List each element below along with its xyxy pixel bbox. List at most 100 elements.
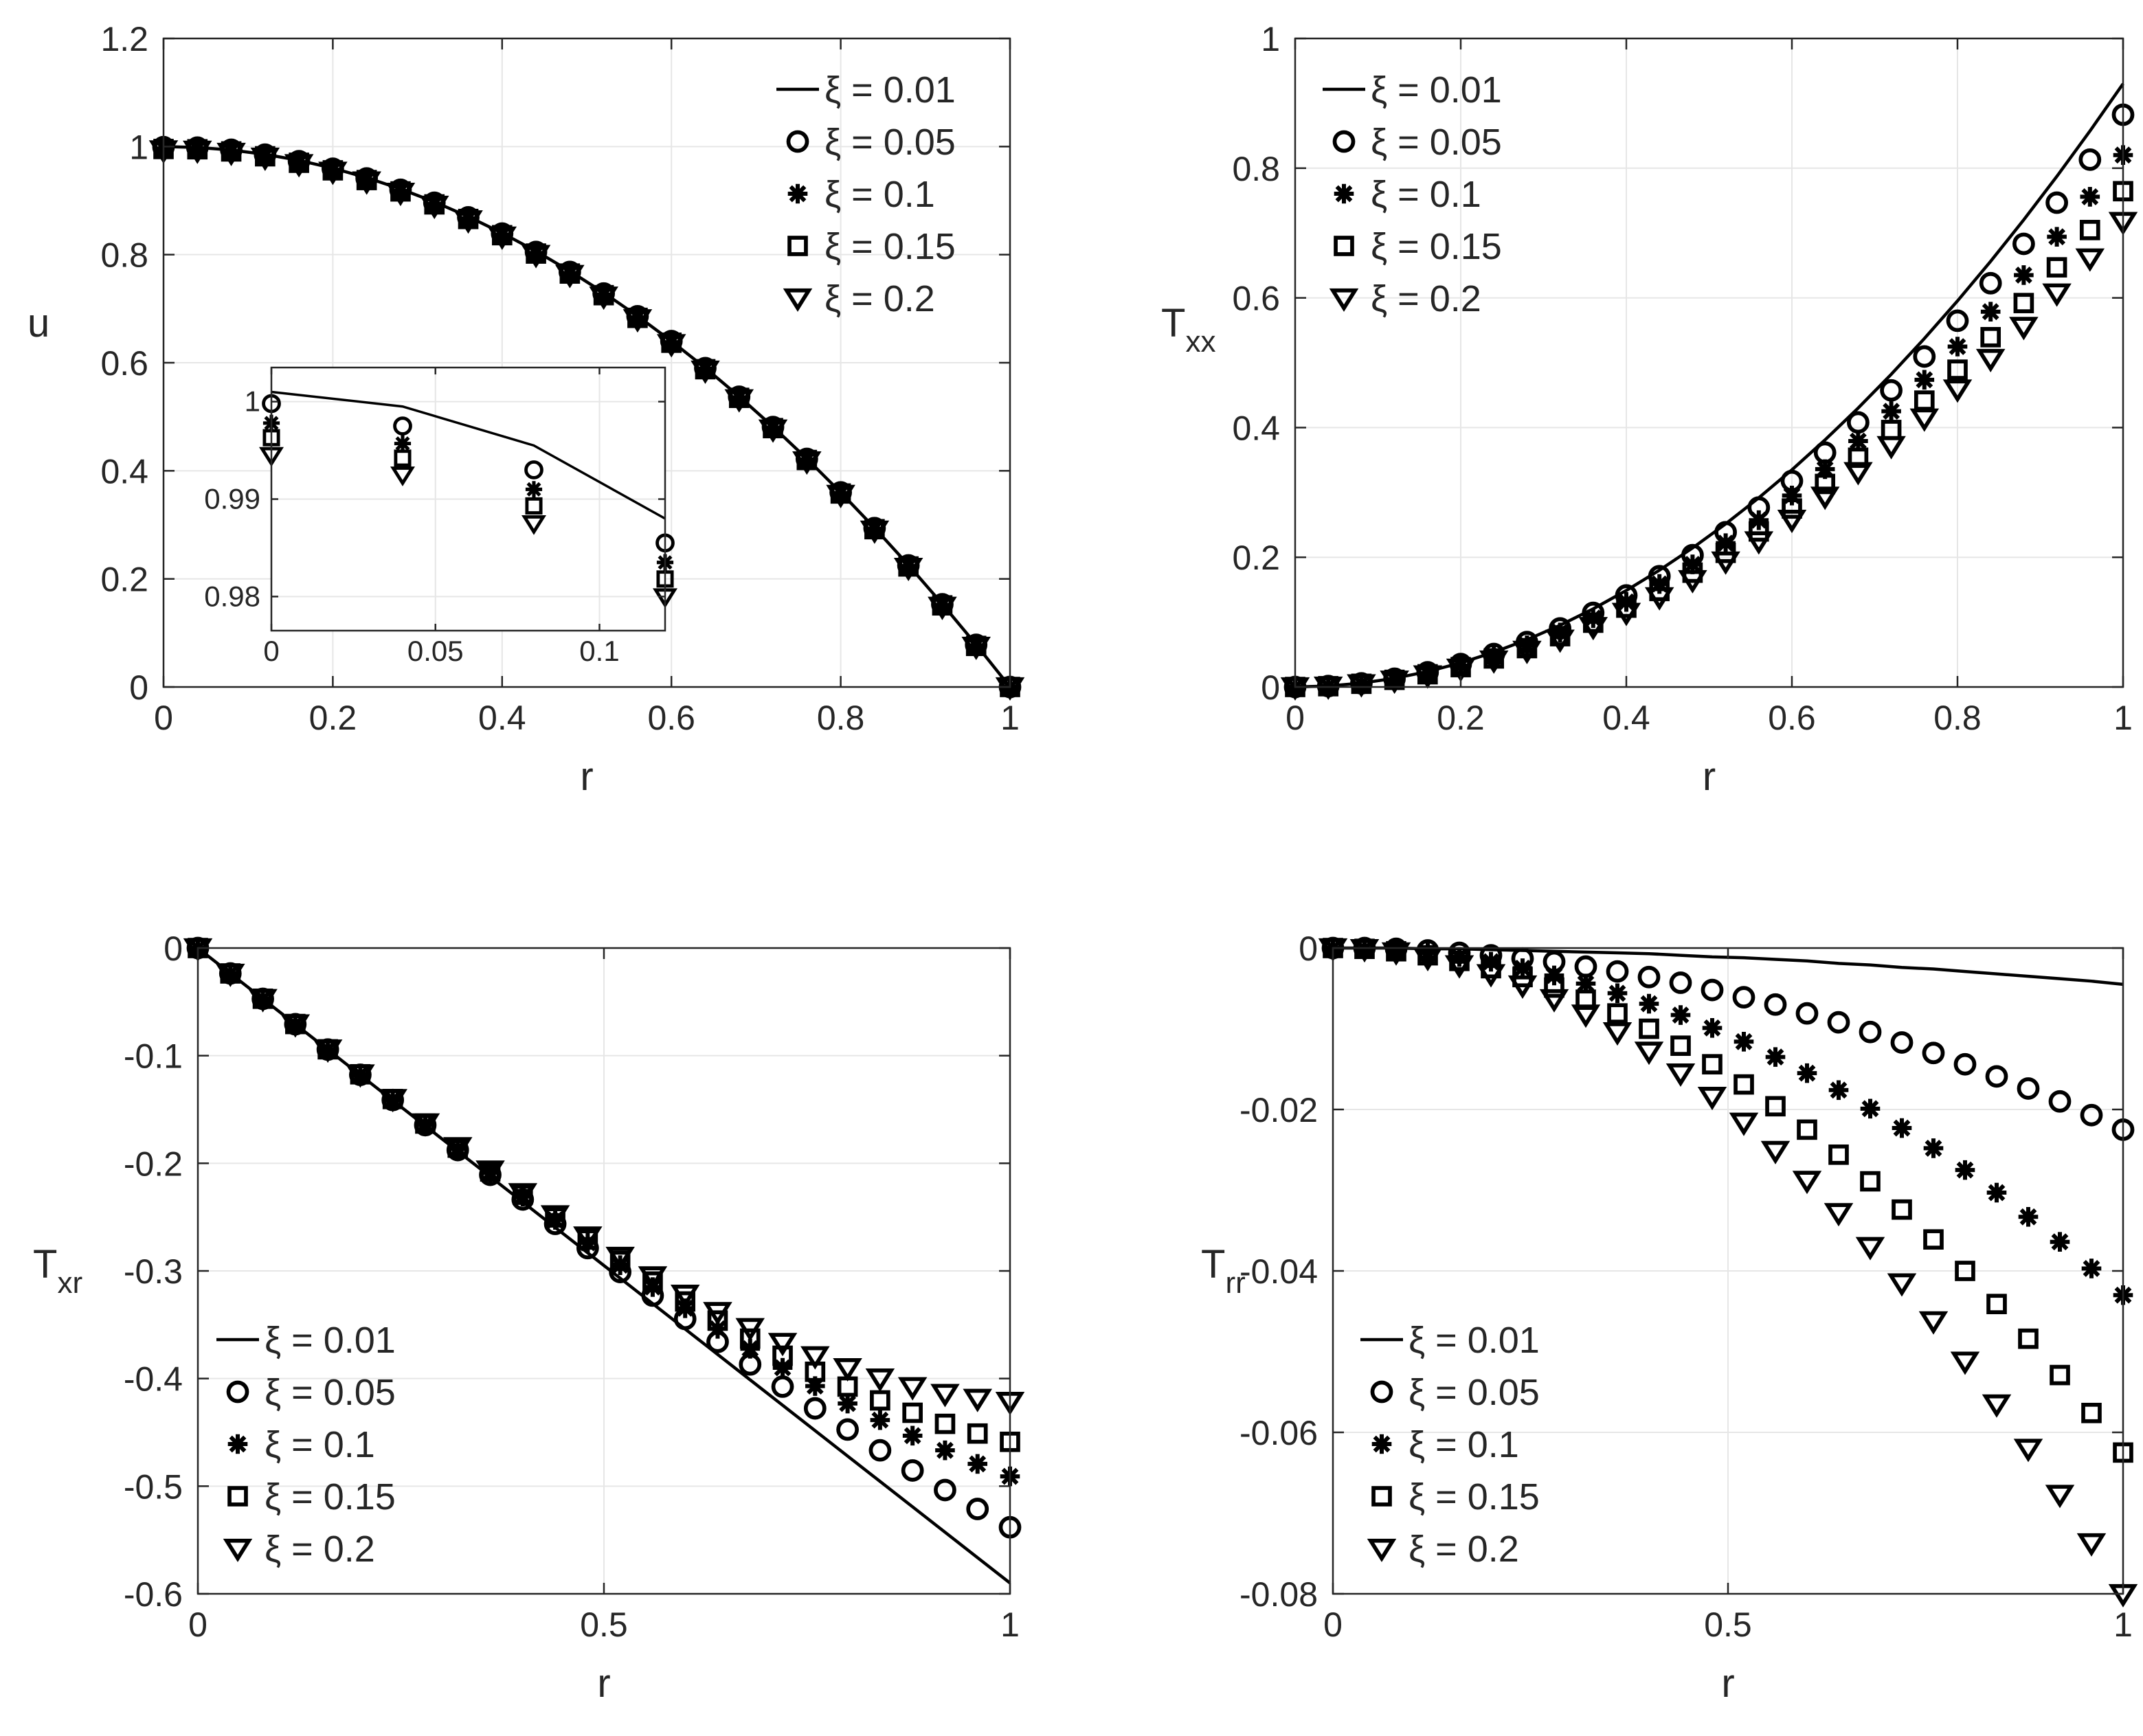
panel-txx-marker-s2-p5 [1450, 655, 1471, 676]
panel-u-marker-s4-p12 [555, 264, 585, 289]
panel-u-marker-s4-p19 [792, 451, 822, 475]
panel-txr-legend-swatch-2 [227, 1434, 248, 1454]
panel-u-marker-s2-p21 [864, 519, 885, 539]
panel-txx-marker-s2-p6 [1483, 646, 1504, 666]
panel-txr-marker-s2-p22 [902, 1425, 923, 1446]
panel-u-marker-s4-p24 [961, 636, 991, 660]
panel-u-legend-item-4: ξ = 0.2 [783, 278, 935, 319]
panel-txx-marker-s3-p16 [1815, 473, 1836, 495]
panel-trr-marker-s3-p24 [2081, 1402, 2102, 1423]
panel-txx-marker-s2-p15 [1782, 486, 1802, 506]
panel-txx-marker-s2-p19 [1914, 370, 1935, 390]
panel-txr-ylabel-subscript: xr [57, 1266, 82, 1300]
panel-trr-marker-s2-p14 [1765, 1047, 1786, 1067]
panel-trr-marker-s1-p14 [1764, 993, 1787, 1016]
panel-txx-marker-s4-p16 [1810, 486, 1840, 510]
panel-u-marker-s2-p3 [255, 146, 276, 166]
panel-txx-marker-s2-p20 [1947, 337, 1968, 357]
panel-txr-legend-item-2: ξ = 0.1 [227, 1424, 375, 1465]
panel-txx-marker-s1-p22 [2012, 232, 2035, 256]
panel-trr-legend-label-4: ξ = 0.2 [1409, 1529, 1519, 1570]
panel-trr-marker-s4-p18 [1887, 1273, 1917, 1297]
panel-u-marker-s2-p5 [323, 159, 343, 180]
panel-txr-legend-item-0: ξ = 0.01 [216, 1320, 396, 1361]
panel-u-marker-s4-p6 [352, 171, 381, 195]
panel-txx-marker-s3-p21 [1980, 326, 2001, 348]
panel-txr-legend-label-0: ξ = 0.01 [265, 1320, 396, 1361]
panel-trr-marker-s3-p13 [1734, 1074, 1754, 1095]
panel-trr-xtick-label-2: 1 [2113, 1605, 2133, 1644]
panel-trr-marker-s2-p3 [1417, 943, 1438, 963]
panel-u-inset-ytick-label-0: 0.98 [204, 580, 260, 612]
panel-trr-ytick-label-0: -0.08 [1239, 1575, 1318, 1614]
panel-txx-legend-swatch-4 [1329, 288, 1359, 312]
panel-txx-xtick-label-4: 0.8 [1933, 699, 1982, 737]
panel-txr-legend-swatch-1 [226, 1380, 249, 1404]
panel-u-ytick-label-1: 0.2 [100, 561, 148, 599]
panel-trr-marker-s2-p21 [1986, 1182, 2007, 1203]
panel-trr-marker-s1-p12 [1701, 978, 1724, 1002]
panel-trr-marker-s1-p13 [1732, 986, 1755, 1009]
panel-u-legend-item-2: ξ = 0.1 [787, 174, 935, 215]
panel-txx-marker-s2-p18 [1881, 401, 1901, 421]
panel-txx-marker-s2-p3 [1384, 669, 1404, 690]
panel-u-legend: ξ = 0.01 ξ = 0.05 ξ = 0.1 ξ = 0.15 ξ = 0.2 [776, 69, 956, 319]
panel-u-marker-s4-p3 [250, 147, 280, 171]
panel-txr-marker-s1-p20 [836, 1418, 859, 1441]
panel-trr-marker-s1-p17 [1859, 1020, 1882, 1044]
panel-u-inset-marker-s2-p1 [394, 435, 412, 452]
panel-u-marker-s4-p1 [182, 140, 212, 164]
panel-txr-marker-s2-p11 [545, 1210, 565, 1230]
panel-trr-marker-s1-p22 [2017, 1077, 2040, 1100]
panel-txx-marker-s4-p19 [1909, 408, 1940, 432]
panel-u-legend-label-1: ξ = 0.05 [824, 122, 956, 163]
panel-trr-marker-s4-p20 [1950, 1351, 1980, 1375]
panel-txx-ytick-label-4: 0.8 [1232, 150, 1280, 188]
panel-txx-marker-s4-p17 [1843, 462, 1873, 486]
panel-trr-legend-item-2: ξ = 0.1 [1371, 1424, 1519, 1465]
panel-u-inset-xtick-label-1: 0.05 [407, 635, 464, 667]
panel-trr-marker-s1-p21 [1985, 1065, 2008, 1088]
panel-txr-marker-s2-p2 [253, 989, 273, 1009]
panel-trr-legend-item-4: ξ = 0.2 [1367, 1529, 1519, 1570]
panel-trr-marker-s2-p18 [1892, 1118, 1912, 1138]
panel-u-marker-s4-p15 [656, 334, 686, 358]
panel-trr-ytick-label-2: -0.04 [1239, 1252, 1318, 1291]
panel-txx-marker-s3-p22 [2013, 293, 2034, 313]
panel-txr-marker-s3-p14 [642, 1271, 663, 1292]
panel-txr-marker-s4-p4 [313, 1039, 343, 1063]
panel-u-marker-s4-p16 [691, 360, 720, 384]
panel-txr-marker-s1-p22 [901, 1459, 924, 1482]
panel-trr-marker-s2-p7 [1544, 965, 1564, 986]
panel-txr-marker-s2-p10 [513, 1186, 533, 1207]
panel-txr-marker-s3-p22 [902, 1402, 923, 1423]
panel-txr-marker-s4-p13 [605, 1246, 635, 1270]
panel-u-xtick-label-0: 0 [154, 699, 173, 737]
panel-txr-marker-s2-p19 [805, 1376, 825, 1396]
panel-trr-marker-s1-p11 [1669, 971, 1692, 994]
panel-txx-legend-item-3: ξ = 0.15 [1334, 226, 1502, 267]
panel-u-legend-swatch-3 [787, 236, 808, 256]
panel-txr-marker-s2-p5 [350, 1064, 370, 1085]
panel-trr-marker-s2-p19 [1923, 1138, 1944, 1158]
panel-trr-legend-item-1: ξ = 0.05 [1370, 1372, 1540, 1413]
panel-trr-marker-s3-p17 [1860, 1171, 1881, 1192]
panel-txx-marker-s2-p22 [2014, 265, 2034, 285]
panel-u-inset-ytick-label-1: 0.99 [204, 483, 260, 515]
panel-trr-marker-s2-p8 [1575, 973, 1596, 993]
panel-u-series-group [148, 135, 1025, 701]
panel-txx-legend-item-1: ξ = 0.05 [1332, 122, 1502, 163]
panel-u-inset-marker-s4-p2 [521, 515, 547, 535]
panel-txx-marker-s4-p3 [1380, 670, 1409, 695]
panel-txr-marker-s4-p21 [865, 1368, 895, 1393]
panel-txr-legend-item-3: ξ = 0.15 [227, 1476, 396, 1518]
panel-txx-marker-s4-p22 [2009, 317, 2039, 341]
panel-trr-marker-s4-p2 [1381, 942, 1411, 966]
panel-txr-marker-s4-p0 [183, 938, 213, 962]
panel-trr-legend-item-0: ξ = 0.01 [1360, 1320, 1540, 1361]
panel-trr-marker-s4-p6 [1507, 975, 1538, 999]
panel-txx-ytick-label-0: 0 [1261, 668, 1280, 707]
panel-trr-marker-s2-p15 [1797, 1063, 1817, 1083]
panel-txx-marker-s4-p5 [1446, 658, 1476, 682]
